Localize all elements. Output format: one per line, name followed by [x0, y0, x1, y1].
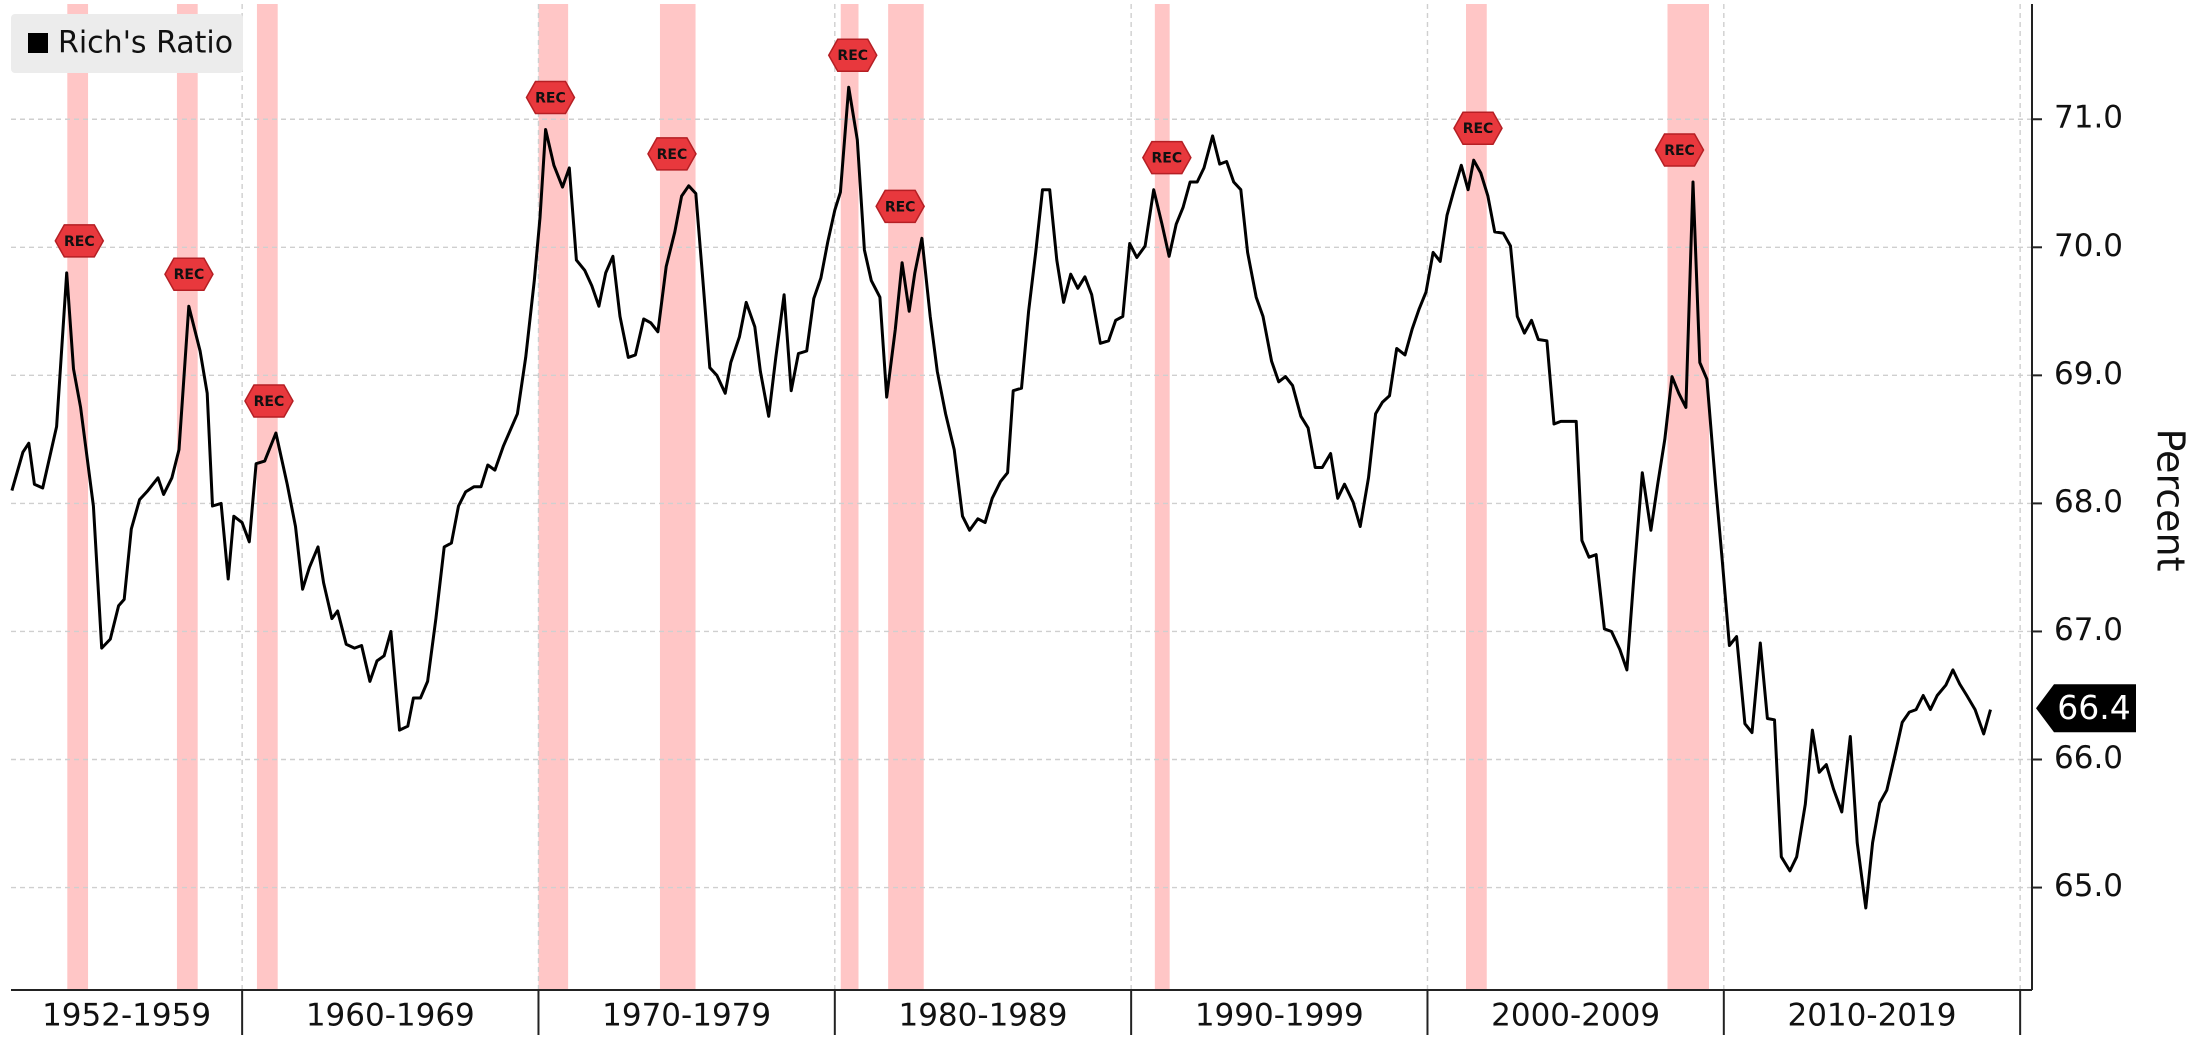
recession-band — [176, 4, 198, 990]
recession-marker-label: REC — [174, 267, 205, 283]
recession-marker-label: REC — [64, 234, 95, 250]
recession-marker-shape — [244, 384, 294, 418]
x-period-label: 1990-1999 — [1195, 998, 1364, 1034]
recession-marker-label: REC — [837, 48, 868, 64]
recession-marker: REC — [164, 257, 214, 291]
recession-band — [1667, 4, 1709, 990]
recession-marker-label: REC — [885, 199, 916, 215]
recession-marker: REC — [525, 80, 576, 115]
recession-marker-label: REC — [1463, 121, 1494, 137]
x-period-label: 1960-1969 — [306, 998, 475, 1034]
x-period-label: 1952-1959 — [42, 998, 211, 1034]
recession-marker-shape — [1141, 140, 1192, 175]
recession-band — [1466, 4, 1487, 990]
recession-marker-shape — [164, 257, 214, 291]
recession-marker: REC — [1141, 140, 1192, 175]
last-value-label: 66.4 — [2057, 688, 2130, 727]
recession-band — [256, 4, 278, 990]
recession-band — [888, 4, 924, 990]
recession-marker-shape — [1654, 133, 1705, 167]
recession-band — [67, 4, 89, 990]
recession-marker: REC — [647, 137, 697, 171]
recession-marker-shape — [1453, 111, 1503, 145]
recession-marker-shape — [875, 189, 926, 224]
recession-marker-label: REC — [657, 147, 688, 163]
data-line — [10, 85, 1992, 910]
x-period-label: 2000-2009 — [1491, 998, 1660, 1034]
recession-marker: REC — [244, 384, 294, 418]
recession-marker-label: REC — [1664, 143, 1695, 159]
y-tick-label: 65.0 — [2054, 868, 2123, 904]
legend: Rich's Ratio — [11, 14, 243, 73]
recession-marker-shape — [827, 38, 878, 72]
x-period-label: 2010-2019 — [1787, 998, 1956, 1034]
x-period-label: 1980-1989 — [898, 998, 1067, 1034]
recession-marker: REC — [827, 38, 878, 72]
recession-marker: REC — [875, 189, 926, 224]
recession-marker: REC — [54, 224, 105, 258]
y-tick-label: 69.0 — [2054, 356, 2123, 392]
recession-marker: REC — [1453, 111, 1503, 145]
recession-marker-label: REC — [254, 394, 285, 410]
x-period-label: 1970-1979 — [602, 998, 771, 1034]
last-value-badge — [2036, 684, 2136, 733]
legend-swatch — [28, 33, 48, 53]
y-tick-label: 71.0 — [2054, 100, 2123, 136]
recession-marker-shape — [54, 224, 105, 258]
recession-marker-shape — [647, 137, 697, 171]
y-tick-label: 70.0 — [2054, 228, 2123, 264]
y-axis-label: Percent — [2149, 429, 2193, 572]
recession-marker-label: REC — [535, 90, 566, 106]
y-tick-label: 68.0 — [2054, 484, 2123, 520]
legend-label: Rich's Ratio — [58, 26, 233, 61]
y-tick-label: 67.0 — [2054, 612, 2123, 648]
legend-box — [11, 14, 243, 73]
recession-marker: REC — [1654, 133, 1705, 167]
recession-marker-shape — [525, 80, 576, 115]
y-tick-label: 66.0 — [2054, 740, 2123, 776]
recession-band — [1154, 4, 1170, 990]
recession-marker-label: REC — [1152, 151, 1183, 167]
recession-band — [840, 4, 859, 990]
